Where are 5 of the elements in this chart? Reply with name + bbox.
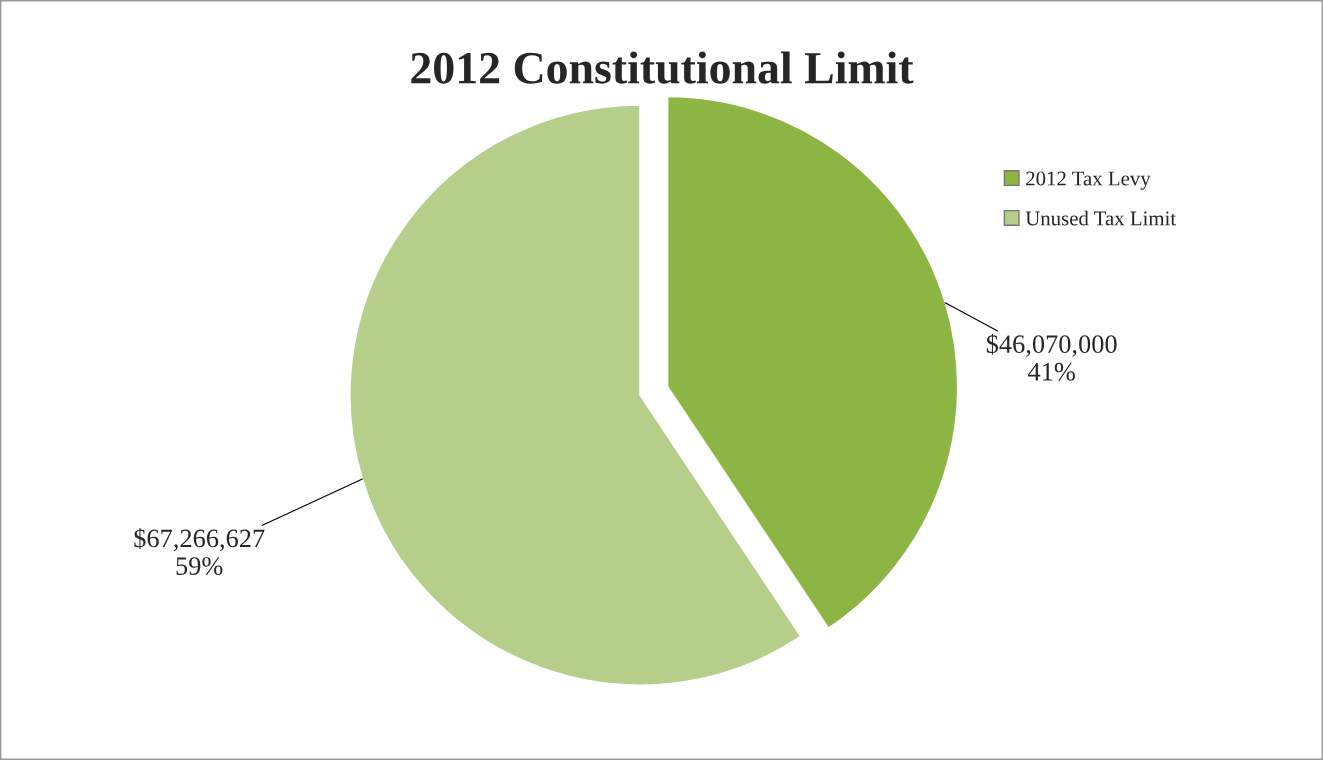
legend-label: 2012 Tax Levy	[1026, 171, 1151, 190]
legend-label: Unused Tax Limit	[1025, 210, 1177, 226]
data-label: $46,070,000 41%	[986, 333, 1117, 381]
chart-title: 2012 Constitutional Limit	[411, 51, 914, 84]
data-label: $67,266,627 59%	[134, 527, 265, 576]
